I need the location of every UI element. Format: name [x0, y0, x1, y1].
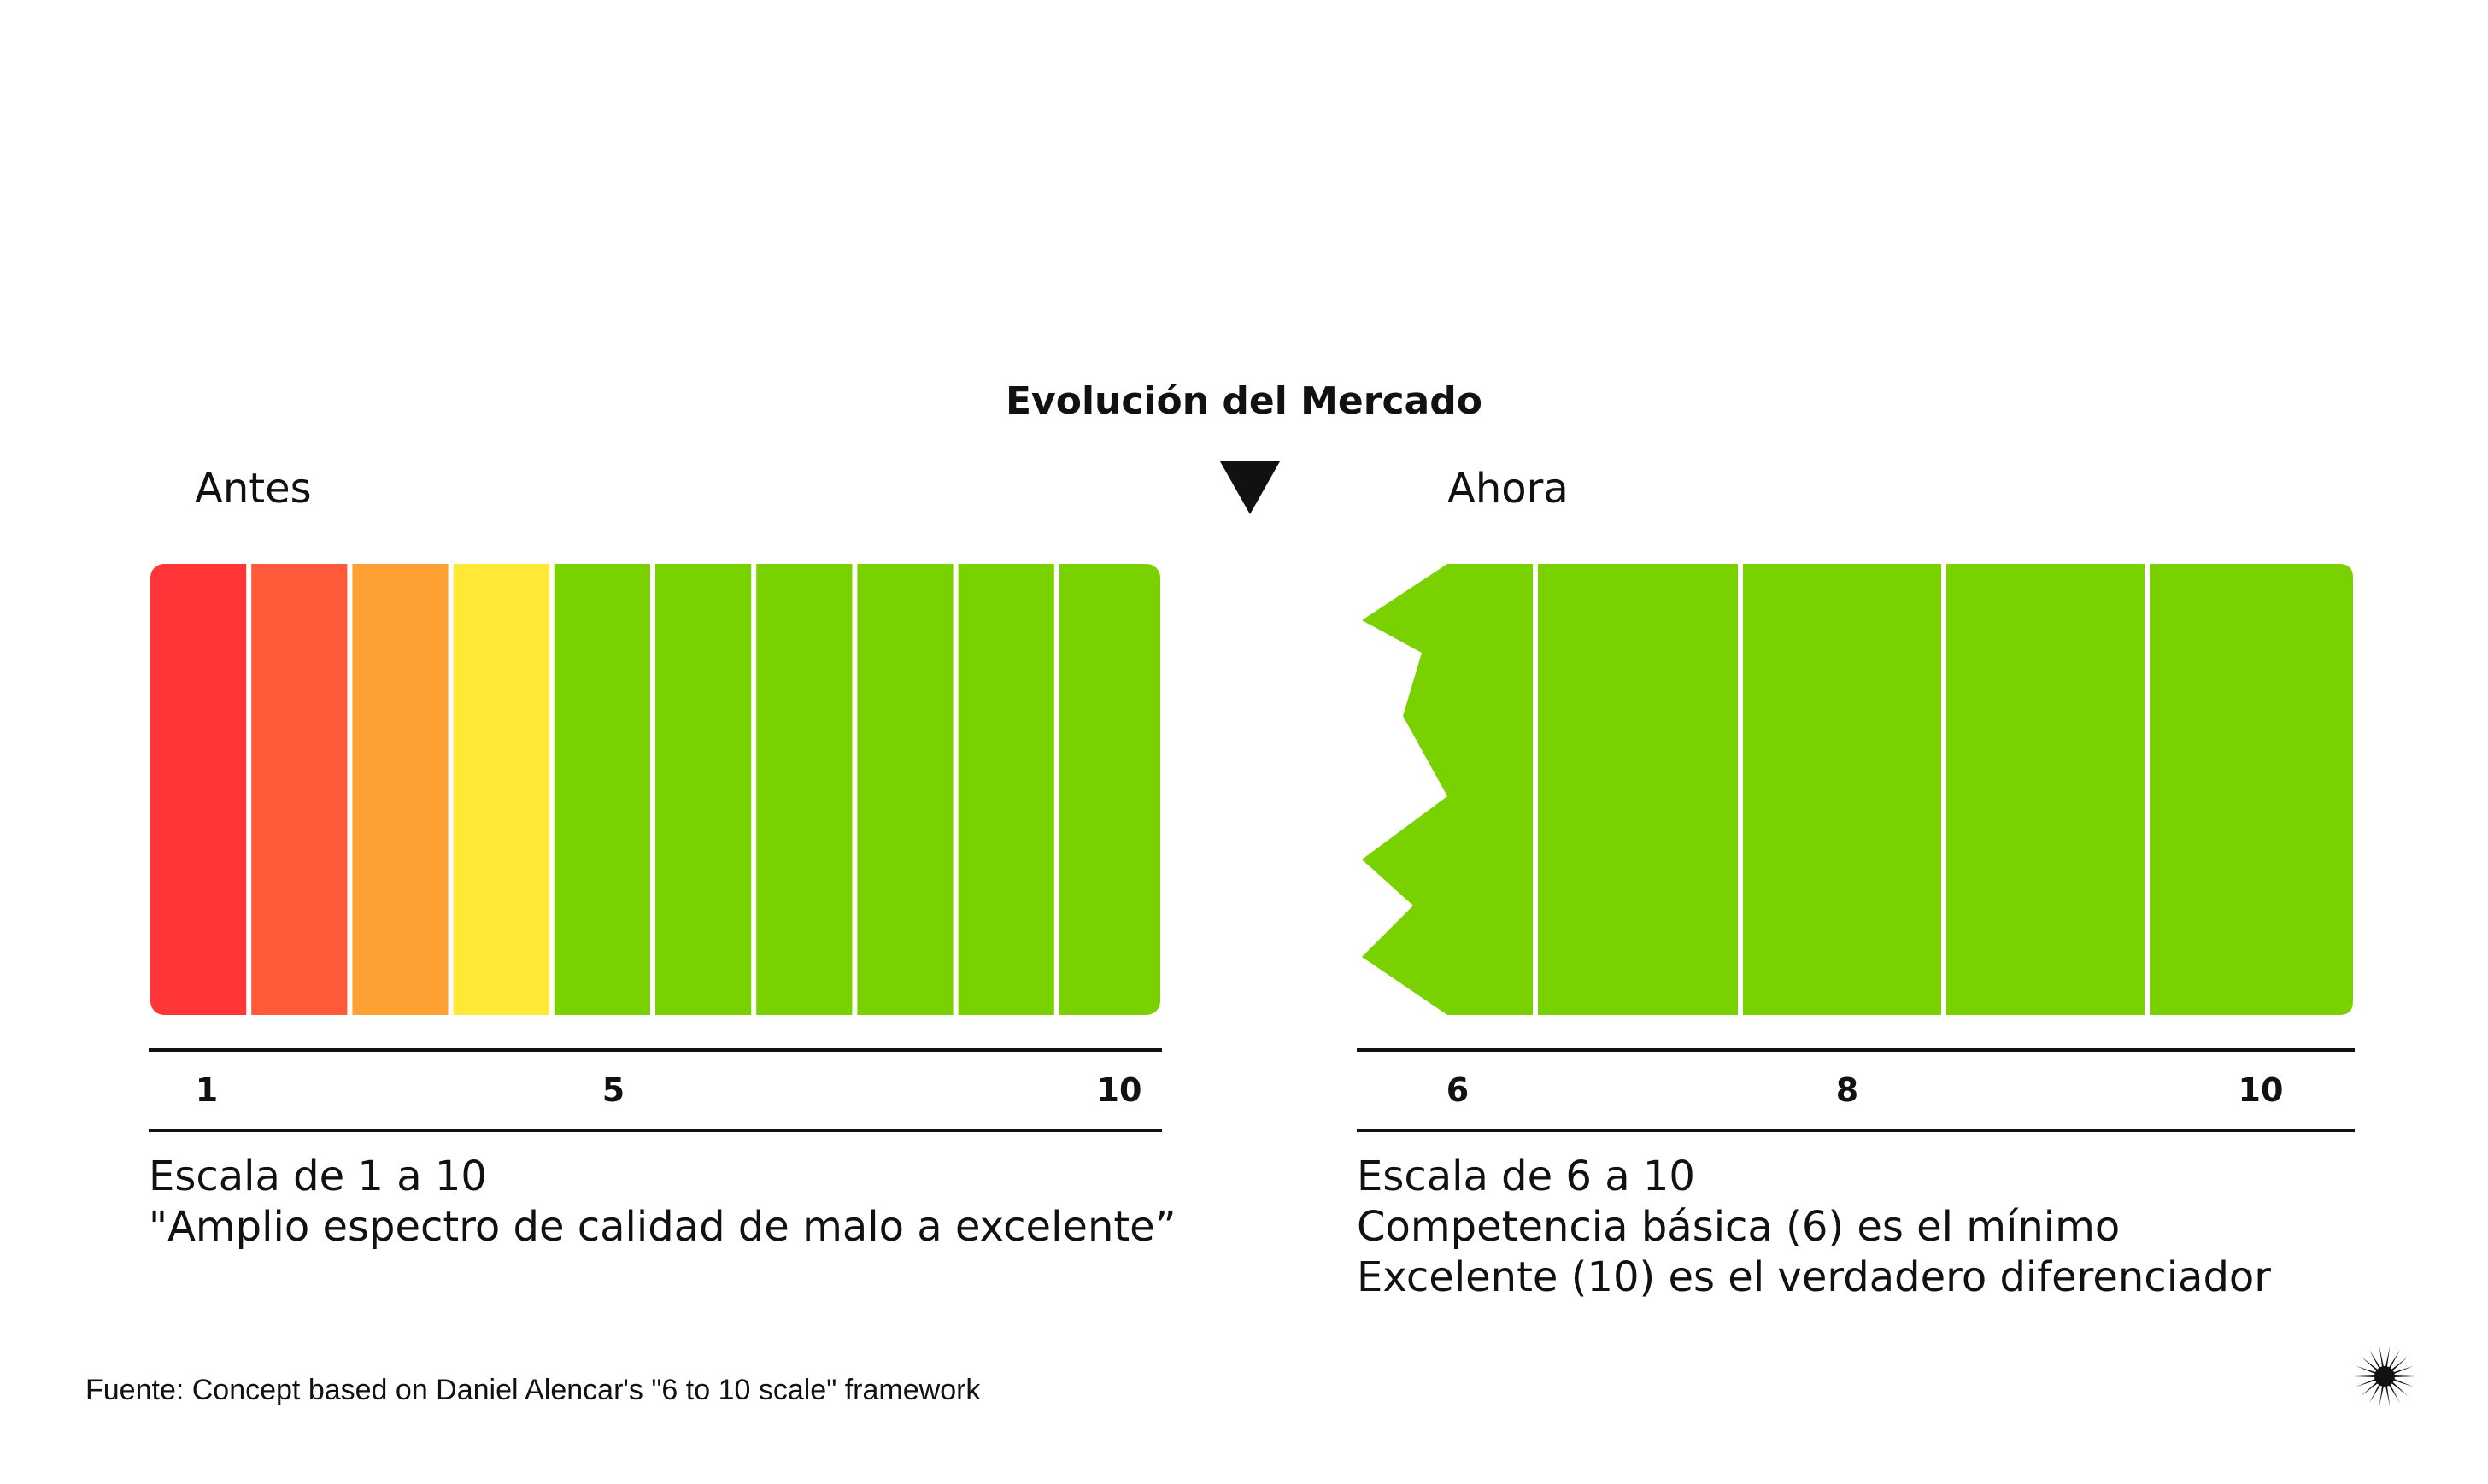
logo-ray — [2389, 1380, 2409, 1397]
logo-ray — [2389, 1356, 2409, 1373]
after-tick-label: 6 — [1446, 1071, 1470, 1109]
after-tick-label: 10 — [2238, 1071, 2284, 1109]
logo-ray — [2386, 1381, 2400, 1404]
after-axis: 6 8 10 — [1357, 1048, 2355, 1132]
logo-ray — [2385, 1382, 2391, 1407]
logo-ray — [2369, 1381, 2383, 1404]
before-tick-label: 1 — [195, 1071, 219, 1109]
before-description-line: "Amplio espectro de calidad de malo a ex… — [149, 1203, 1177, 1251]
starburst-logo-icon — [2354, 1346, 2415, 1407]
after-scale-segment — [1946, 564, 2145, 1015]
before-scale-segment — [352, 564, 449, 1015]
logo-ray — [2391, 1377, 2414, 1387]
after-scale-segment — [1362, 564, 1533, 1015]
after-scale-segment — [1743, 564, 1941, 1015]
logo-ray — [2391, 1375, 2415, 1378]
before-tick-label: 10 — [1096, 1071, 1142, 1109]
after-label: Ahora — [1447, 465, 1569, 513]
logo-ray — [2391, 1365, 2414, 1375]
before-scale-segment — [756, 564, 853, 1015]
down-triangle-icon — [1220, 461, 1280, 514]
after-description-line: Excelente (10) es el verdadero diferenci… — [1357, 1253, 2272, 1301]
logo-ray — [2354, 1375, 2379, 1378]
page-title: Evolución del Mercado — [1006, 379, 1482, 423]
logo-ray — [2379, 1346, 2385, 1370]
before-scale-bar — [150, 564, 1160, 1015]
logo-ray — [2361, 1356, 2380, 1373]
before-scale-segment — [150, 564, 247, 1015]
before-scale-segment — [554, 564, 650, 1015]
after-tick-label: 8 — [1835, 1071, 1859, 1109]
after-scale-segment — [2150, 564, 2353, 1015]
after-scale-segment — [1538, 564, 1738, 1015]
after-description-line: Competencia básica (6) es el mínimo — [1357, 1203, 2121, 1251]
before-scale-segment — [453, 564, 549, 1015]
logo-ray — [2361, 1380, 2380, 1397]
logo-ray — [2356, 1365, 2379, 1375]
before-description: Escala de 1 a 10 "Amplio espectro de cal… — [149, 1152, 1177, 1252]
after-description-line: Escala de 6 a 10 — [1357, 1153, 1695, 1200]
after-description: Escala de 6 a 10 Competencia básica (6) … — [1357, 1152, 2271, 1303]
source-footnote: Fuente: Concept based on Daniel Alencar'… — [85, 1374, 981, 1406]
before-scale-segment — [251, 564, 348, 1015]
before-axis: 1 5 10 — [149, 1048, 1162, 1132]
after-scale-bar — [1362, 564, 2353, 1015]
logo-ray — [2369, 1349, 2383, 1371]
logo-ray — [2356, 1377, 2379, 1387]
logo-ray — [2385, 1346, 2391, 1370]
before-scale-segment — [857, 564, 954, 1015]
before-scale-segment — [1059, 564, 1160, 1015]
logo-ray — [2386, 1349, 2400, 1371]
before-description-line: Escala de 1 a 10 — [149, 1153, 487, 1200]
before-tick-label: 5 — [601, 1071, 625, 1109]
before-scale-segment — [958, 564, 1054, 1015]
logo-ray — [2379, 1382, 2385, 1407]
before-scale-segment — [655, 564, 752, 1015]
before-label: Antes — [195, 465, 312, 513]
